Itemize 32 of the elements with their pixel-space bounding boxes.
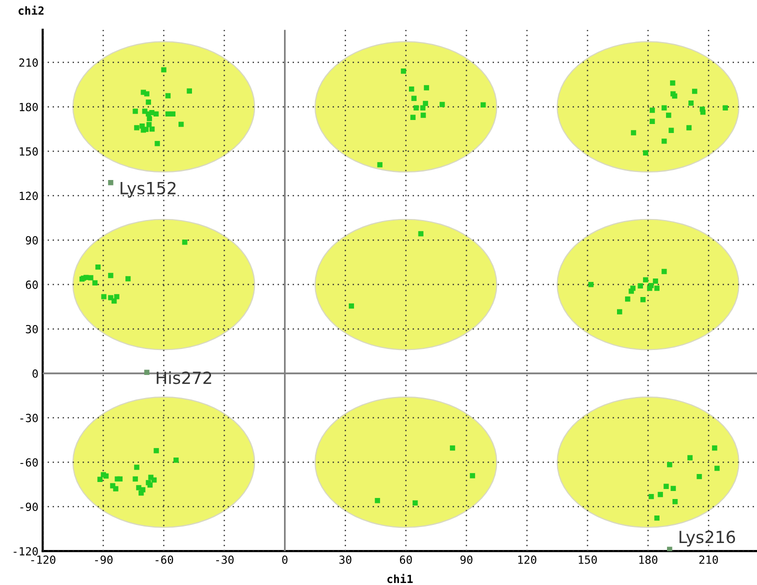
x-tick-label: -90 xyxy=(95,555,113,564)
y-tick-label: 90 xyxy=(26,236,38,245)
y-tick-label: -30 xyxy=(20,414,38,422)
x-tick-label: 180 xyxy=(639,555,658,564)
annotation: Lys216 xyxy=(680,530,736,547)
x-tick-label: 0 xyxy=(282,555,288,564)
y-tick-label: -90 xyxy=(20,502,38,512)
x-tick-label: 210 xyxy=(699,555,718,564)
y-tick-label: -60 xyxy=(20,458,38,467)
point xyxy=(108,180,114,186)
point xyxy=(667,546,672,552)
y-axis-title: chi2 xyxy=(18,6,44,15)
annotation: Lys152 xyxy=(120,182,176,198)
x-tick-label: 90 xyxy=(460,555,472,564)
x-tick-label: 30 xyxy=(339,555,352,564)
y-tick-label: 0 xyxy=(32,369,38,378)
y-tick-label: 150 xyxy=(20,147,38,156)
x-tick-label: -60 xyxy=(156,555,174,564)
x-tick-label: -120 xyxy=(31,555,56,564)
y-tick-label: 60 xyxy=(26,280,38,289)
y-tick-label: 180 xyxy=(20,102,38,112)
point xyxy=(144,370,150,375)
x-tick-label: 150 xyxy=(578,555,597,564)
y-tick-label: 120 xyxy=(20,192,38,200)
x-tick-label: 120 xyxy=(518,555,536,564)
y-tick-label: 210 xyxy=(19,58,38,67)
annotation: His272 xyxy=(156,371,212,384)
x-axis-title: chi1 xyxy=(387,574,413,584)
y-tick-label: -120 xyxy=(14,547,38,556)
x-tick-label: 60 xyxy=(400,555,412,564)
y-tick-label: 30 xyxy=(26,324,38,334)
x-tick-label: -30 xyxy=(216,555,234,564)
